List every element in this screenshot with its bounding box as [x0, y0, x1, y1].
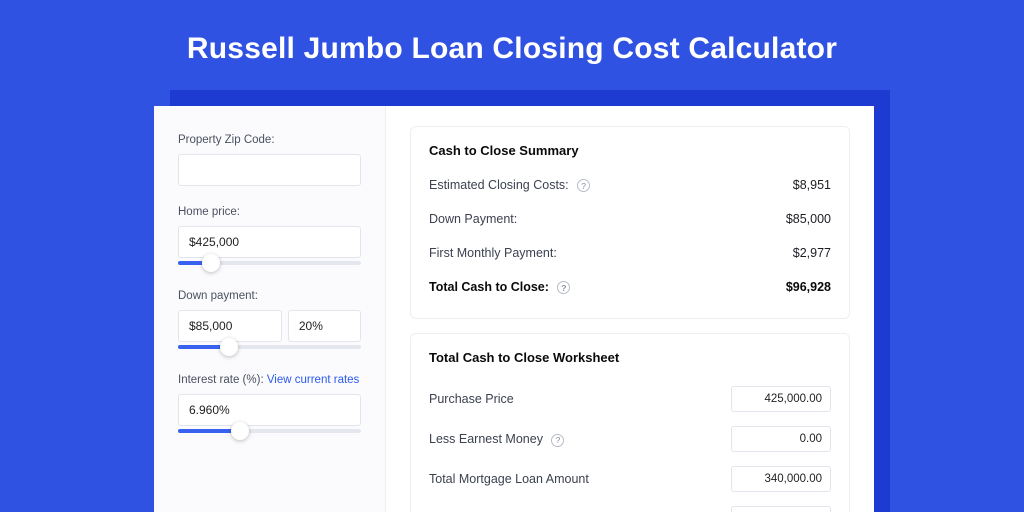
worksheet-row: Total Mortgage Loan Amount: [429, 459, 831, 499]
down-payment-field: Down payment:: [178, 290, 361, 354]
interest-rate-input[interactable]: [178, 394, 361, 426]
inputs-pane: Property Zip Code: Home price: Down paym…: [154, 106, 386, 512]
down-payment-slider[interactable]: [178, 340, 361, 354]
zip-label: Property Zip Code:: [178, 134, 361, 146]
summary-row-label: First Monthly Payment:: [429, 246, 557, 260]
help-icon[interactable]: ?: [577, 179, 590, 192]
interest-rate-slider[interactable]: [178, 424, 361, 438]
slider-thumb[interactable]: [231, 422, 249, 440]
home-price-field: Home price:: [178, 206, 361, 270]
worksheet-input[interactable]: [731, 426, 831, 452]
slider-thumb[interactable]: [202, 254, 220, 272]
page-title: Russell Jumbo Loan Closing Cost Calculat…: [0, 0, 1024, 66]
summary-row-value: $85,000: [786, 212, 831, 226]
worksheet-row-label: Less Earnest Money: [429, 432, 543, 446]
help-icon[interactable]: ?: [551, 434, 564, 447]
summary-row: Estimated Closing Costs: ? $8,951: [429, 172, 831, 206]
home-price-input[interactable]: [178, 226, 361, 258]
worksheet-row: Purchase Price: [429, 379, 831, 419]
zip-field: Property Zip Code:: [178, 134, 361, 186]
worksheet-row-label: Total Mortgage Loan Amount: [429, 472, 589, 486]
home-price-label: Home price:: [178, 206, 361, 218]
worksheet-row: Less Earnest Money ?: [429, 419, 831, 459]
summary-row: Down Payment: $85,000: [429, 206, 831, 240]
summary-row-value: $8,951: [793, 178, 831, 192]
results-pane: Cash to Close Summary Estimated Closing …: [386, 106, 874, 512]
summary-total-label: Total Cash to Close:: [429, 280, 549, 294]
worksheet-input[interactable]: [731, 386, 831, 412]
down-payment-pct-input[interactable]: [288, 310, 361, 342]
view-rates-link[interactable]: View current rates: [267, 374, 359, 386]
worksheet-row: Total Second Mortgage Amount ?: [429, 499, 831, 512]
down-payment-label: Down payment:: [178, 290, 361, 302]
summary-heading: Cash to Close Summary: [429, 143, 831, 158]
summary-row-label: Down Payment:: [429, 212, 517, 226]
interest-rate-label: Interest rate (%): View current rates: [178, 374, 361, 386]
worksheet-input[interactable]: [731, 466, 831, 492]
summary-row-value: $2,977: [793, 246, 831, 260]
help-icon[interactable]: ?: [557, 281, 570, 294]
calculator-card: Property Zip Code: Home price: Down paym…: [154, 106, 874, 512]
home-price-slider[interactable]: [178, 256, 361, 270]
worksheet-input[interactable]: [731, 506, 831, 512]
summary-panel: Cash to Close Summary Estimated Closing …: [410, 126, 850, 319]
zip-input[interactable]: [178, 154, 361, 186]
summary-total-value: $96,928: [786, 280, 831, 294]
slider-thumb[interactable]: [220, 338, 238, 356]
interest-rate-field: Interest rate (%): View current rates: [178, 374, 361, 438]
summary-row-label: Estimated Closing Costs:: [429, 178, 569, 192]
worksheet-row-label: Purchase Price: [429, 392, 514, 406]
summary-total-row: Total Cash to Close: ? $96,928: [429, 274, 831, 308]
worksheet-panel: Total Cash to Close Worksheet Purchase P…: [410, 333, 850, 512]
worksheet-heading: Total Cash to Close Worksheet: [429, 350, 831, 365]
summary-row: First Monthly Payment: $2,977: [429, 240, 831, 274]
interest-rate-label-text: Interest rate (%):: [178, 374, 267, 386]
